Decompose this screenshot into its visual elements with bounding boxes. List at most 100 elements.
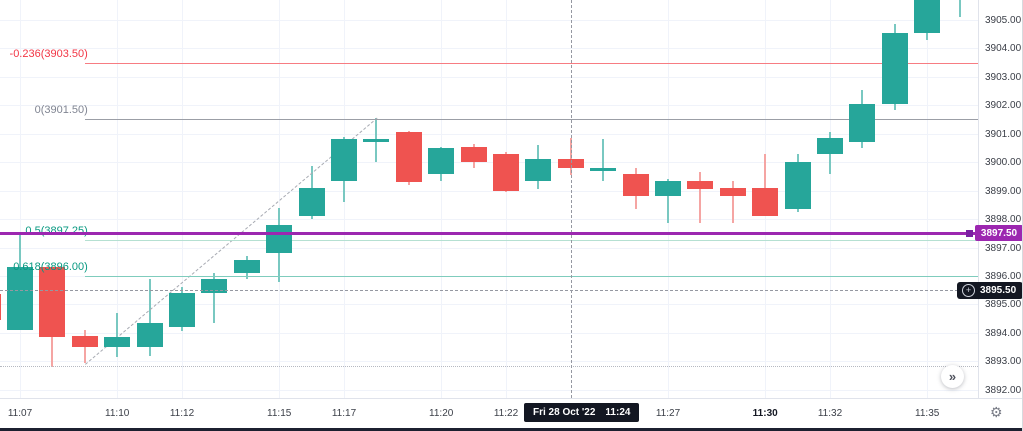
candle[interactable] bbox=[687, 180, 714, 190]
fib-level-line[interactable] bbox=[84, 240, 978, 242]
candle[interactable] bbox=[525, 159, 552, 181]
candle[interactable] bbox=[395, 132, 422, 183]
time-axis-label: 11:30 bbox=[752, 408, 778, 419]
candle[interactable] bbox=[655, 180, 681, 197]
fib-level-line[interactable] bbox=[84, 62, 978, 64]
candle[interactable] bbox=[169, 293, 195, 328]
gridline-horizontal bbox=[0, 105, 978, 107]
crosshair-price-badge: + 3895.50 bbox=[957, 282, 1022, 300]
candle-wick bbox=[213, 273, 216, 323]
candle[interactable] bbox=[784, 162, 811, 210]
time-axis-label: 11:20 bbox=[429, 408, 454, 419]
time-axis-label: 11:15 bbox=[267, 408, 292, 419]
gridline-vertical bbox=[117, 0, 118, 398]
price-axis-label: 3901.00 bbox=[985, 128, 1022, 140]
fib-level-line[interactable] bbox=[84, 119, 978, 121]
candle[interactable] bbox=[849, 103, 876, 143]
candle[interactable] bbox=[0, 294, 1, 321]
candle-wick bbox=[116, 312, 119, 358]
gridline-vertical bbox=[441, 0, 442, 398]
crosshair-price-value: 3895.50 bbox=[980, 285, 1017, 297]
crosshair-vertical-line bbox=[570, 0, 572, 398]
candle-wick bbox=[958, 0, 961, 18]
fib-label-0618[interactable]: 0.618(3896.00) bbox=[13, 260, 88, 273]
candle[interactable] bbox=[266, 224, 293, 254]
time-axis-label: 11:12 bbox=[169, 408, 195, 419]
chart-plot-area[interactable]: -0.236(3903.50) 0(3901.50) 0.5(3897.25) … bbox=[0, 0, 978, 398]
price-axis-label: 3899.00 bbox=[985, 185, 1022, 197]
candle[interactable] bbox=[590, 167, 617, 171]
fib-label-0[interactable]: 0(3901.50) bbox=[34, 104, 88, 117]
candle[interactable] bbox=[136, 322, 163, 348]
gridline-horizontal bbox=[0, 219, 978, 221]
gridline-vertical bbox=[506, 0, 507, 398]
gridline-horizontal bbox=[0, 48, 978, 50]
candle[interactable] bbox=[233, 260, 260, 274]
gridline-vertical bbox=[927, 0, 928, 398]
time-axis-label: 11:27 bbox=[655, 408, 681, 419]
price-axis[interactable]: 3905.00 3904.00 3903.00 3902.00 3901.00 3900.… bbox=[978, 0, 1022, 398]
price-axis-label: 3892.00 bbox=[985, 384, 1022, 396]
candle[interactable] bbox=[460, 146, 487, 163]
price-axis-label: 3904.00 bbox=[985, 43, 1022, 55]
candle-wick bbox=[764, 153, 767, 217]
crosshair-horizontal-line bbox=[0, 290, 978, 292]
gridline-horizontal bbox=[0, 190, 978, 192]
candle-wick bbox=[667, 179, 669, 224]
tooltip-time: 11:24 bbox=[605, 407, 631, 418]
candle-wick bbox=[602, 139, 605, 181]
price-axis-label: 3897.00 bbox=[985, 242, 1022, 254]
gridline-horizontal bbox=[0, 19, 978, 21]
add-alert-plus-icon[interactable]: + bbox=[962, 284, 975, 298]
collapse-panel-button[interactable]: » bbox=[941, 365, 964, 388]
price-axis-label: 3893.00 bbox=[985, 356, 1022, 368]
horizontal-line-handle[interactable] bbox=[966, 230, 973, 238]
price-axis-label: 3898.00 bbox=[985, 214, 1022, 226]
gridline-vertical bbox=[182, 0, 183, 398]
candle[interactable] bbox=[363, 139, 390, 143]
gridline-horizontal bbox=[0, 361, 978, 363]
gridline-horizontal bbox=[0, 247, 978, 249]
dotted-horizontal-line[interactable] bbox=[0, 365, 978, 367]
gridline-vertical bbox=[830, 0, 831, 398]
gridline-horizontal bbox=[0, 389, 978, 391]
candle[interactable] bbox=[298, 187, 325, 217]
price-axis-label: 3903.00 bbox=[985, 71, 1022, 83]
gridline-horizontal bbox=[0, 162, 978, 164]
candle[interactable] bbox=[71, 335, 98, 348]
candle[interactable] bbox=[752, 187, 779, 217]
candle[interactable] bbox=[39, 267, 66, 338]
price-line-badge: 3897.50 bbox=[975, 225, 1022, 242]
gridline-horizontal bbox=[0, 76, 978, 78]
fib-level-line[interactable] bbox=[84, 275, 978, 277]
candle-wick bbox=[731, 180, 734, 224]
gridline-vertical bbox=[20, 0, 21, 398]
fib-label-neg0236[interactable]: -0.236(3903.50) bbox=[9, 47, 88, 60]
time-axis-label: 11:07 bbox=[7, 408, 33, 419]
gridline-horizontal bbox=[0, 332, 978, 334]
time-axis-label: 11:10 bbox=[105, 408, 130, 419]
candle[interactable] bbox=[881, 32, 908, 104]
candle[interactable] bbox=[331, 139, 357, 181]
gridline-horizontal bbox=[0, 133, 978, 135]
price-axis-label: 3895.00 bbox=[985, 299, 1022, 311]
time-axis-label: 11:35 bbox=[915, 408, 940, 419]
price-axis-label: 3902.00 bbox=[985, 100, 1022, 112]
candle[interactable] bbox=[7, 267, 33, 330]
candle[interactable] bbox=[817, 137, 843, 154]
time-axis[interactable]: Fri 28 Oct '22 11:24 ⚙ 11:07 11:10 11:12 11… bbox=[0, 398, 1022, 428]
price-axis-label: 3900.00 bbox=[985, 157, 1022, 169]
candle[interactable] bbox=[201, 278, 228, 294]
candle[interactable] bbox=[428, 147, 455, 174]
price-axis-label: 3905.00 bbox=[985, 14, 1022, 26]
tooltip-date: Fri 28 Oct '22 bbox=[533, 407, 596, 418]
horizontal-price-line[interactable] bbox=[0, 232, 978, 236]
candle[interactable] bbox=[622, 173, 649, 197]
time-axis-label: 11:17 bbox=[331, 408, 357, 419]
candle[interactable] bbox=[719, 187, 746, 197]
candle[interactable] bbox=[914, 0, 941, 33]
window-bottom-edge bbox=[0, 428, 1022, 431]
settings-gear-icon[interactable]: ⚙ bbox=[990, 404, 1003, 420]
candle[interactable] bbox=[493, 153, 519, 191]
candle[interactable] bbox=[104, 337, 131, 348]
